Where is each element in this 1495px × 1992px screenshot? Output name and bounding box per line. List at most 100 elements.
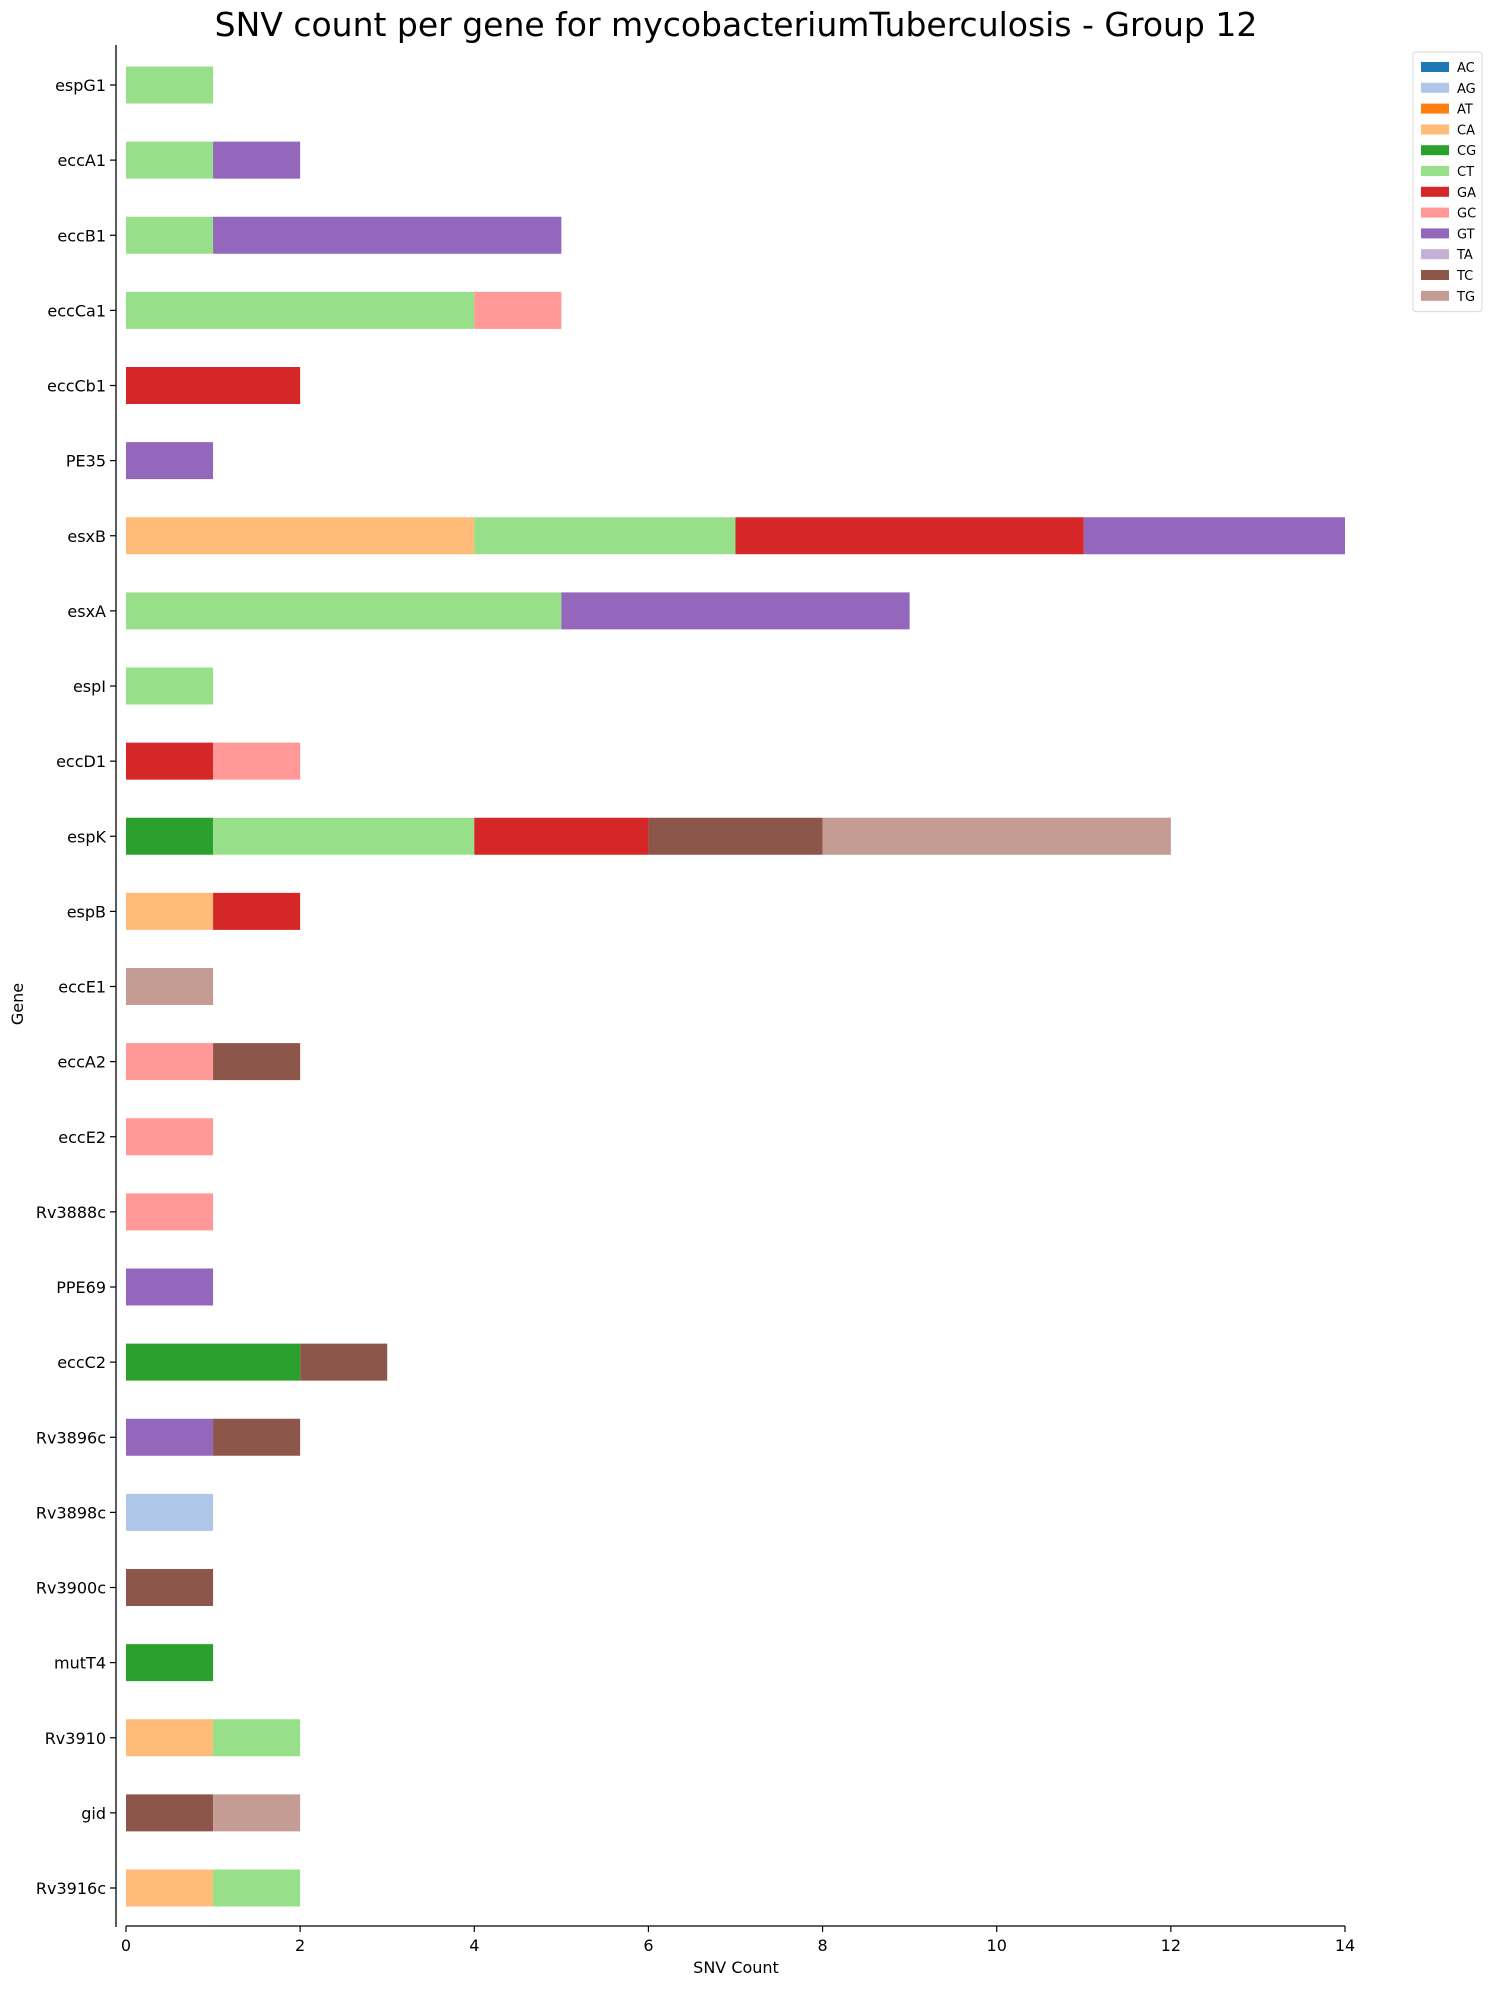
axes-layer: espG1 eccA1 eccB1 eccCa1 eccCb1 PE35 esxB esxA e… bbox=[36, 45, 1355, 1955]
bar-mutT4-CG bbox=[126, 1644, 214, 1682]
bar-esxB-CA bbox=[126, 517, 475, 555]
bar-Rv3916c-CT bbox=[213, 1869, 301, 1907]
y-tick-label: eccA2 bbox=[57, 1053, 106, 1072]
bar-eccD1-GC bbox=[213, 742, 301, 780]
bar-espK-GA bbox=[474, 817, 649, 855]
legend-swatch-CA bbox=[1421, 124, 1449, 135]
bar-eccC2-TC bbox=[300, 1343, 388, 1381]
bar-espI-CT bbox=[126, 667, 214, 705]
y-tick-label: Rv3888c bbox=[36, 1203, 106, 1222]
x-tick-label: 2 bbox=[295, 1936, 305, 1955]
bar-espB-CA bbox=[126, 892, 214, 930]
y-tick-label: esxB bbox=[67, 527, 106, 546]
x-axis-label: SNV Count bbox=[693, 1958, 779, 1977]
y-tick-label: eccCa1 bbox=[47, 301, 106, 320]
bar-eccA1-GT bbox=[213, 141, 301, 179]
bar-gid-TG bbox=[213, 1794, 301, 1832]
legend-swatch-GT bbox=[1421, 228, 1449, 239]
bar-PPE69-GT bbox=[126, 1268, 214, 1306]
legend-swatch-GC bbox=[1421, 207, 1449, 218]
y-tick-label: eccC2 bbox=[57, 1353, 106, 1372]
legend-swatch-CG bbox=[1421, 145, 1449, 156]
bar-gid-TC bbox=[126, 1794, 214, 1832]
y-tick-label: Rv3896c bbox=[36, 1428, 106, 1447]
legend-swatch-TC bbox=[1421, 270, 1449, 280]
bar-eccA2-GC bbox=[126, 1043, 214, 1081]
y-tick-label: Rv3916c bbox=[36, 1879, 106, 1898]
legend-label-GA: GA bbox=[1457, 186, 1476, 201]
bar-Rv3900c-TC bbox=[126, 1569, 214, 1606]
bar-Rv3910-CT bbox=[213, 1719, 301, 1757]
bar-eccB1-GT bbox=[213, 216, 562, 254]
y-tick-label: gid bbox=[81, 1804, 106, 1823]
y-tick-label: PPE69 bbox=[56, 1278, 106, 1297]
legend-label-AG: AG bbox=[1457, 82, 1476, 97]
x-tick-label: 0 bbox=[121, 1936, 131, 1955]
legend-label-CT: CT bbox=[1457, 165, 1474, 180]
bar-eccD1-GA bbox=[126, 742, 214, 780]
bar-eccB1-CT bbox=[126, 216, 214, 254]
legend-label-GT: GT bbox=[1457, 227, 1475, 242]
bar-PE35-GT bbox=[126, 442, 214, 480]
bar-espK-CT bbox=[213, 817, 475, 855]
y-tick-label: eccE2 bbox=[58, 1128, 106, 1147]
bar-Rv3896c-TC bbox=[213, 1418, 301, 1456]
y-tick-label: espB bbox=[67, 902, 106, 921]
x-tick-label: 14 bbox=[1335, 1936, 1355, 1955]
y-tick-label: espI bbox=[73, 677, 106, 696]
bar-espG1-CT bbox=[126, 66, 214, 104]
y-tick-label: espG1 bbox=[55, 76, 106, 95]
bar-espK-TC bbox=[648, 817, 823, 855]
y-tick-label: eccB1 bbox=[57, 226, 106, 245]
bar-esxA-GT bbox=[561, 592, 910, 630]
legend-swatch-AG bbox=[1421, 82, 1449, 93]
y-tick-label: espK bbox=[67, 827, 106, 846]
legend-swatch-AT bbox=[1421, 103, 1449, 114]
bar-espB-GA bbox=[213, 892, 301, 930]
x-tick-label: 10 bbox=[987, 1936, 1007, 1955]
bar-eccE1-TG bbox=[126, 968, 214, 1005]
y-tick-label: Rv3900c bbox=[36, 1579, 106, 1598]
legend-label-AC: AC bbox=[1457, 61, 1475, 76]
y-tick-label: PE35 bbox=[66, 452, 106, 471]
legend-label-TA: TA bbox=[1456, 248, 1473, 263]
bar-eccA2-TC bbox=[213, 1043, 301, 1081]
bar-eccA1-CT bbox=[126, 141, 214, 179]
bar-espK-TG bbox=[822, 817, 1171, 855]
x-tick-label: 6 bbox=[643, 1936, 653, 1955]
bar-Rv3896c-GT bbox=[126, 1418, 214, 1456]
bar-esxA-CT bbox=[126, 592, 562, 630]
x-tick-label: 4 bbox=[469, 1936, 479, 1955]
legend-swatch-GA bbox=[1421, 186, 1449, 197]
bar-Rv3898c-AG bbox=[126, 1493, 214, 1531]
bar-Rv3910-CA bbox=[126, 1719, 214, 1757]
bar-eccC2-CG bbox=[126, 1343, 301, 1381]
y-tick-label: eccD1 bbox=[56, 752, 106, 771]
legend: AC AG AT CA CG CT GA GC GT TA TC TG bbox=[1412, 51, 1483, 313]
y-tick-label: eccA1 bbox=[57, 151, 106, 170]
bar-esxB-GT bbox=[1083, 517, 1345, 555]
x-tick-label: 12 bbox=[1161, 1936, 1181, 1955]
legend-label-GC: GC bbox=[1457, 207, 1476, 222]
bar-Rv3888c-GC bbox=[126, 1193, 214, 1231]
bar-eccE2-GC bbox=[126, 1118, 214, 1156]
bar-eccCa1-GC bbox=[474, 291, 562, 329]
legend-label-AT: AT bbox=[1457, 103, 1473, 118]
bars-layer bbox=[126, 66, 1345, 1907]
y-tick-label: eccCb1 bbox=[47, 377, 106, 396]
y-axis-label: Gene bbox=[8, 983, 27, 1025]
y-tick-label: eccE1 bbox=[58, 978, 106, 997]
legend-label-CG: CG bbox=[1457, 144, 1476, 159]
bar-Rv3916c-CA bbox=[126, 1869, 214, 1907]
y-tick-label: mutT4 bbox=[54, 1654, 106, 1673]
chart-title: SNV count per gene for mycobacteriumTube… bbox=[215, 5, 1258, 44]
bar-eccCa1-CT bbox=[126, 291, 475, 329]
y-tick-label: Rv3910 bbox=[45, 1729, 106, 1748]
legend-label-TC: TC bbox=[1456, 269, 1473, 284]
legend-box bbox=[1412, 51, 1483, 313]
legend-swatch-TA bbox=[1421, 249, 1449, 260]
bar-esxB-GA bbox=[735, 517, 1084, 555]
x-tick-label: 8 bbox=[817, 1936, 827, 1955]
legend-label-CA: CA bbox=[1457, 123, 1475, 138]
